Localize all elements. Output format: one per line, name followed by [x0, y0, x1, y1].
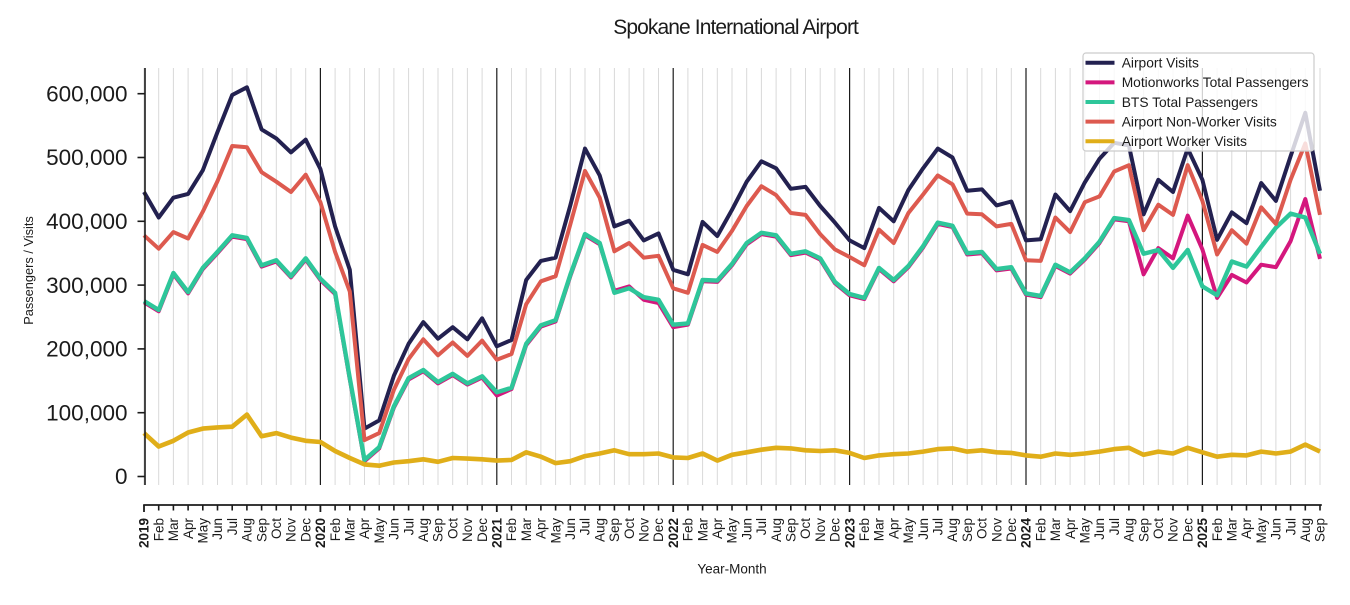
svg-text:Sep: Sep — [960, 518, 975, 542]
svg-text:Mar: Mar — [695, 517, 710, 541]
svg-text:May: May — [725, 518, 740, 544]
svg-text:Airport Visits: Airport Visits — [1122, 56, 1199, 71]
svg-text:2021: 2021 — [489, 518, 504, 549]
svg-text:300,000: 300,000 — [46, 273, 127, 298]
svg-text:Jun: Jun — [739, 518, 754, 540]
svg-text:Jun: Jun — [210, 518, 225, 540]
svg-text:500,000: 500,000 — [46, 145, 127, 170]
svg-text:Feb: Feb — [328, 518, 343, 541]
svg-text:Apr: Apr — [710, 518, 725, 540]
svg-text:Aug: Aug — [240, 518, 255, 542]
svg-text:Jun: Jun — [563, 518, 578, 540]
svg-text:2025: 2025 — [1195, 518, 1210, 549]
svg-text:Jun: Jun — [1092, 518, 1107, 540]
svg-text:2020: 2020 — [313, 518, 328, 548]
svg-text:Sep: Sep — [1313, 518, 1328, 542]
svg-text:Aug: Aug — [416, 518, 431, 542]
svg-text:Dec: Dec — [298, 518, 313, 542]
svg-text:Apr: Apr — [181, 518, 196, 540]
svg-text:Sep: Sep — [431, 518, 446, 542]
svg-text:2024: 2024 — [1019, 518, 1034, 549]
svg-text:Airport Non-Worker Visits: Airport Non-Worker Visits — [1122, 114, 1277, 129]
svg-text:Mar: Mar — [519, 517, 534, 541]
svg-text:Jul: Jul — [930, 518, 945, 535]
svg-text:Dec: Dec — [828, 518, 843, 542]
svg-text:2019: 2019 — [137, 518, 152, 548]
svg-text:Oct: Oct — [269, 518, 284, 539]
svg-text:Mar: Mar — [1048, 517, 1063, 541]
svg-text:Aug: Aug — [945, 518, 960, 542]
svg-text:Feb: Feb — [857, 518, 872, 541]
svg-text:BTS Total Passengers: BTS Total Passengers — [1122, 95, 1258, 110]
svg-text:0: 0 — [115, 464, 128, 489]
svg-text:400,000: 400,000 — [46, 209, 127, 234]
svg-text:Jun: Jun — [1269, 518, 1284, 540]
svg-text:Jun: Jun — [916, 518, 931, 540]
svg-text:2023: 2023 — [842, 518, 857, 549]
svg-text:Oct: Oct — [445, 518, 460, 539]
svg-text:100,000: 100,000 — [46, 400, 127, 425]
svg-text:Aug: Aug — [592, 518, 607, 542]
svg-text:Feb: Feb — [504, 518, 519, 541]
svg-text:Dec: Dec — [475, 518, 490, 542]
svg-text:Oct: Oct — [1151, 518, 1166, 539]
svg-text:Airport Worker Visits: Airport Worker Visits — [1122, 134, 1247, 149]
svg-text:200,000: 200,000 — [46, 337, 127, 362]
svg-text:Aug: Aug — [1298, 518, 1313, 542]
svg-text:Dec: Dec — [651, 518, 666, 542]
svg-text:Sep: Sep — [783, 518, 798, 542]
svg-text:May: May — [1077, 518, 1092, 544]
svg-text:May: May — [195, 518, 210, 544]
svg-text:Apr: Apr — [1063, 518, 1078, 540]
svg-text:Oct: Oct — [975, 518, 990, 539]
svg-text:Dec: Dec — [1180, 518, 1195, 542]
svg-text:Mar: Mar — [872, 517, 887, 541]
svg-text:Spokane International Airport: Spokane International Airport — [613, 16, 859, 39]
svg-text:600,000: 600,000 — [46, 81, 127, 106]
svg-text:May: May — [1254, 518, 1269, 544]
svg-text:Aug: Aug — [1122, 518, 1137, 542]
svg-text:Sep: Sep — [254, 518, 269, 542]
svg-text:Feb: Feb — [151, 518, 166, 541]
svg-text:Nov: Nov — [636, 518, 651, 542]
svg-text:Nov: Nov — [989, 518, 1004, 542]
svg-text:Year-Month: Year-Month — [697, 561, 766, 576]
svg-text:Mar: Mar — [1224, 517, 1239, 541]
svg-text:Apr: Apr — [534, 518, 549, 540]
svg-text:Mar: Mar — [342, 517, 357, 541]
svg-text:Sep: Sep — [1136, 518, 1151, 542]
svg-text:Apr: Apr — [1239, 518, 1254, 540]
svg-text:Motionworks Total Passengers: Motionworks Total Passengers — [1122, 75, 1309, 90]
svg-text:Aug: Aug — [769, 518, 784, 542]
svg-text:Dec: Dec — [1004, 518, 1019, 542]
svg-text:May: May — [901, 518, 916, 544]
svg-text:Feb: Feb — [681, 518, 696, 541]
svg-text:Passengers / Visits: Passengers / Visits — [21, 216, 36, 325]
svg-text:Jul: Jul — [1107, 518, 1122, 535]
svg-text:Jun: Jun — [387, 518, 402, 540]
svg-text:May: May — [548, 518, 563, 544]
svg-text:Feb: Feb — [1210, 518, 1225, 541]
svg-text:Jul: Jul — [754, 518, 769, 535]
svg-text:Apr: Apr — [357, 518, 372, 540]
svg-text:May: May — [372, 518, 387, 544]
svg-text:Jul: Jul — [1283, 518, 1298, 535]
svg-text:Apr: Apr — [886, 518, 901, 540]
svg-text:Nov: Nov — [460, 518, 475, 542]
svg-text:Oct: Oct — [798, 518, 813, 539]
svg-text:Sep: Sep — [607, 518, 622, 542]
svg-text:Nov: Nov — [1166, 518, 1181, 542]
svg-text:Nov: Nov — [284, 518, 299, 542]
svg-text:Feb: Feb — [1033, 518, 1048, 541]
svg-text:2022: 2022 — [666, 518, 681, 548]
svg-text:Mar: Mar — [166, 517, 181, 541]
svg-text:Jul: Jul — [578, 518, 593, 535]
svg-text:Jul: Jul — [225, 518, 240, 535]
svg-text:Nov: Nov — [813, 518, 828, 542]
svg-text:Oct: Oct — [622, 518, 637, 539]
svg-text:Jul: Jul — [401, 518, 416, 535]
